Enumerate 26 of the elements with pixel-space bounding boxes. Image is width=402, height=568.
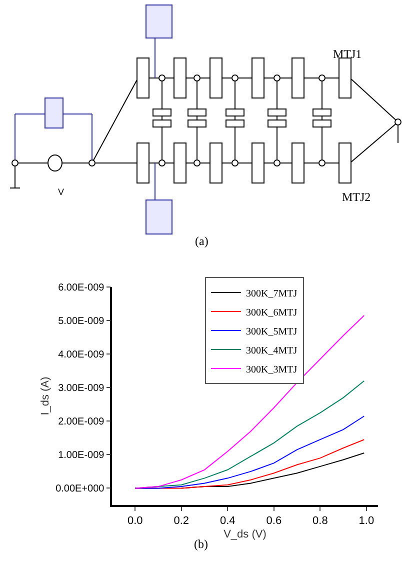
legend-label: 300K_5MTJ: [246, 326, 298, 338]
y-tick-label: 3.00E-009: [58, 383, 105, 394]
x-tick-label: 0.2: [174, 514, 190, 527]
x-tick-label: 0.6: [266, 514, 282, 527]
x-tick-label: 0.0: [127, 514, 143, 527]
text: MTJ1: [333, 47, 362, 61]
text: V: [58, 187, 64, 197]
x-tick-label: 0.4: [220, 514, 236, 527]
legend-label: 300K_4MTJ: [246, 345, 298, 356]
x-tick-label: 0.8: [312, 514, 328, 527]
y-tick-label: 6.00E-009: [58, 282, 105, 294]
legend-label: 300K_6MTJ: [246, 307, 298, 318]
y-tick-label: 1.00E-009: [58, 450, 105, 462]
y-tick-label: 5.00E-009: [58, 316, 105, 328]
y-tick-label: 2.00E-009: [58, 416, 105, 428]
y-axis-title: I_ds (A): [40, 376, 52, 416]
text: (b): [194, 537, 208, 551]
legend-label: 300K_3MTJ: [246, 364, 298, 376]
text: (a): [195, 234, 208, 248]
legend-label: 300K_7MTJ: [246, 288, 298, 300]
line-series: [134, 315, 365, 489]
x-axis-title: V_ds (V): [224, 528, 266, 541]
text: MTJ2: [342, 190, 371, 204]
x-tick-label: 1.0: [358, 514, 374, 527]
y-tick-label: 4.00E-009: [58, 350, 105, 361]
y-tick-label: 0.00E+000: [56, 484, 105, 495]
